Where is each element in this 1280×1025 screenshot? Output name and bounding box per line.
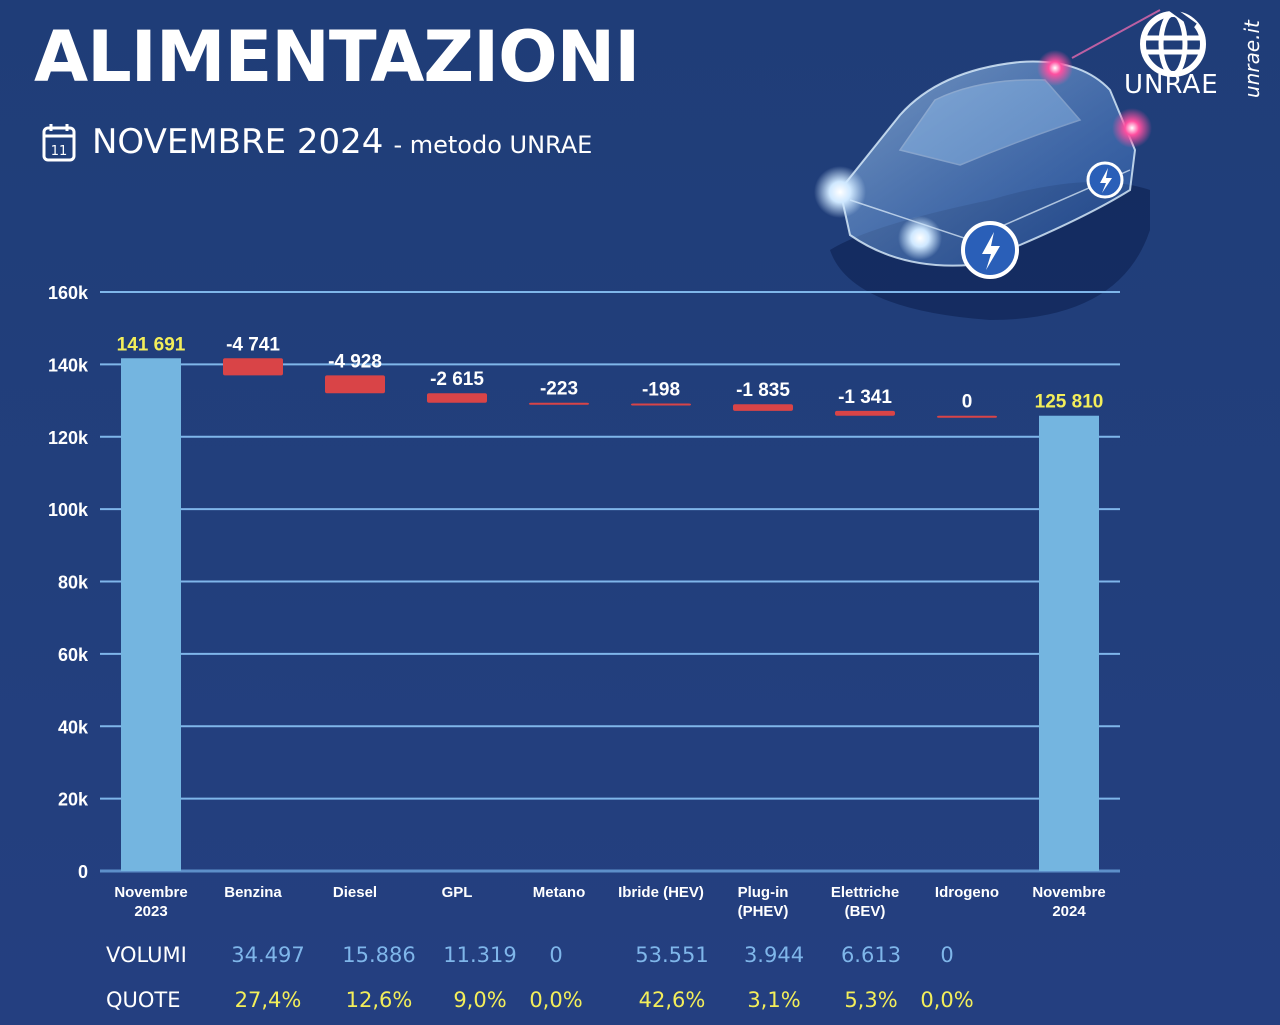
- data-label: 125 810: [1035, 392, 1104, 413]
- quote-value: 12,6%: [345, 988, 413, 1012]
- change-bar: [427, 393, 487, 403]
- total-bar: [121, 358, 181, 871]
- quote-value: 27,4%: [234, 988, 302, 1012]
- x-tick-label-line: 2023: [134, 903, 167, 920]
- waterfall-chart: 0 20k 40k 60k 80k 100k 120k 140k 160k 141 691 -4 7…: [48, 283, 1120, 920]
- x-tick-label: Metano: [533, 884, 586, 901]
- data-label: 0: [962, 392, 973, 413]
- quote-value: 0,0%: [920, 988, 974, 1012]
- y-tick-label: 100k: [48, 500, 89, 520]
- data-label: -1 835: [736, 380, 790, 401]
- change-bar: [223, 358, 283, 376]
- volumi-value: 53.551: [635, 943, 709, 967]
- volumi-label: VOLUMI: [106, 943, 187, 967]
- x-tick-label-line: Elettriche: [831, 884, 899, 901]
- x-tick-label-line: Diesel: [333, 884, 377, 901]
- quote-value: 3,1%: [747, 988, 801, 1012]
- quote-value: 0,0%: [529, 988, 583, 1012]
- volumi-value: 15.886: [342, 943, 416, 967]
- site-url-text: unrae.it: [1240, 20, 1264, 98]
- x-tick-label: Benzina: [224, 884, 282, 901]
- y-tick-label: 120k: [48, 428, 89, 448]
- x-tick-label: Ibride (HEV): [618, 884, 704, 901]
- volumi-value: 3.944: [743, 943, 805, 967]
- x-tick-label: Plug-in (PHEV): [738, 884, 789, 920]
- quote-value: 5,3%: [844, 988, 898, 1012]
- site-url: unrae.it: [1236, 12, 1266, 102]
- volumi-value: 34.497: [231, 943, 305, 967]
- x-tick-label: Elettriche (BEV): [831, 884, 899, 920]
- change-bar: [529, 402, 589, 405]
- x-tick-label-line: Plug-in: [738, 884, 789, 901]
- y-tick-label: 40k: [58, 717, 89, 737]
- y-tick-label: 80k: [58, 573, 89, 593]
- y-tick-label: 60k: [58, 645, 89, 665]
- change-bar: [325, 375, 385, 394]
- page-title: ALIMENTAZIONI: [34, 16, 640, 98]
- x-tick-label-line: Benzina: [224, 884, 282, 901]
- data-label: 141 691: [117, 334, 186, 355]
- x-tick-label: Novembre 2023: [114, 884, 187, 920]
- electric-car-illustration: [814, 9, 1161, 320]
- data-label: -4 928: [328, 351, 382, 372]
- y-tick-label: 20k: [58, 790, 89, 810]
- x-tick-label-line: Metano: [533, 884, 586, 901]
- volumi-value: 0: [549, 943, 563, 967]
- change-bar: [835, 410, 895, 416]
- data-label: -198: [642, 380, 680, 401]
- quote-label: QUOTE: [106, 988, 181, 1012]
- x-tick-label: Novembre 2024: [1032, 884, 1105, 920]
- volumi-value: 11.319: [443, 943, 517, 967]
- calendar-icon: 11: [42, 124, 76, 162]
- y-tick-label: 0: [78, 862, 88, 882]
- x-tick-label-line: 2024: [1052, 903, 1086, 920]
- change-bar: [733, 404, 793, 411]
- change-bar: [937, 415, 997, 418]
- subtitle-suffix: - metodo UNRAE: [393, 131, 593, 159]
- data-label: -4 741: [226, 334, 280, 355]
- x-tick-label-line: GPL: [442, 884, 473, 901]
- unrae-globe-logo: [1140, 8, 1206, 77]
- y-tick-label: 160k: [48, 283, 89, 303]
- x-tick-label-line: (PHEV): [738, 903, 789, 920]
- x-tick-label: Idrogeno: [935, 884, 999, 901]
- x-tick-label-line: Idrogeno: [935, 884, 999, 901]
- change-bar: [631, 403, 691, 406]
- quote-value: 42,6%: [638, 988, 706, 1012]
- x-tick-label-line: Ibride (HEV): [618, 884, 704, 901]
- volumi-value: 6.613: [840, 943, 902, 967]
- calendar-day: 11: [51, 144, 68, 159]
- subtitle: NOVEMBRE 2024: [92, 122, 384, 162]
- subtitle-row: 11 NOVEMBRE 2024 - metodo UNRAE: [42, 122, 592, 162]
- data-label: -223: [540, 379, 578, 400]
- x-tick-label-line: Novembre: [114, 884, 187, 901]
- brand-name: UNRAE: [1124, 70, 1219, 100]
- data-label: -2 615: [430, 369, 484, 390]
- quote-value: 9,0%: [453, 988, 507, 1012]
- volumi-value: 0: [940, 943, 954, 967]
- x-tick-label-line: Novembre: [1032, 884, 1105, 901]
- x-tick-label: Diesel: [333, 884, 377, 901]
- data-label: -1 341: [838, 387, 892, 408]
- x-tick-label-line: (BEV): [845, 903, 886, 920]
- y-tick-label: 140k: [48, 355, 89, 375]
- x-tick-label: GPL: [442, 884, 473, 901]
- total-bar: [1039, 415, 1099, 871]
